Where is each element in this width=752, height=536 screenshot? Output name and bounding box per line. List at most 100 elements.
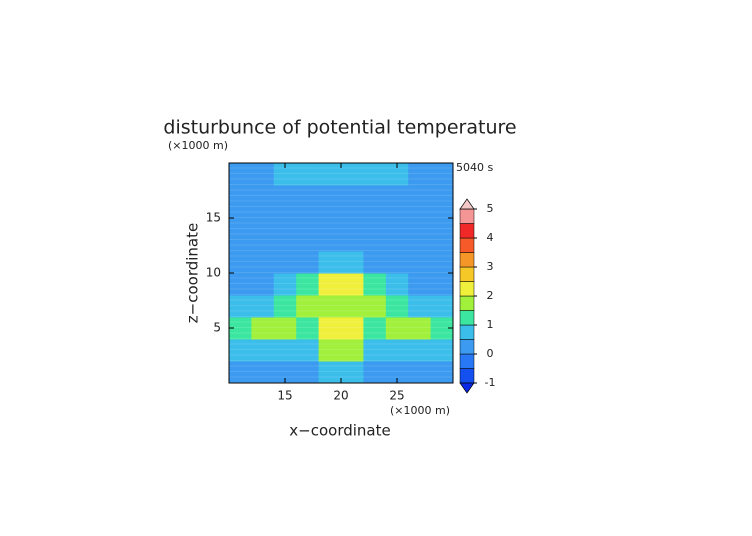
contour-cell [229,339,252,362]
contour-cell [296,207,320,230]
contour-cell [363,361,387,384]
contour-cell [430,317,454,340]
contour-cell [385,251,409,274]
colorbar-label: 2 [487,289,494,302]
contour-cell [318,339,342,362]
contour-cell [385,207,409,230]
colorbar-band [459,324,475,340]
x-tick-label: 15 [277,389,292,403]
contour-cell [430,251,454,274]
contour-cell [363,185,387,208]
chart-title: disturbunce of potential temperature [163,117,516,139]
contour-cell [229,207,252,230]
contour-cell [251,251,275,274]
contour-cell [318,185,342,208]
contour-cell [296,317,320,340]
colorbar-band [459,310,475,326]
colorbar-band [459,252,475,268]
contour-cell [273,163,297,186]
colorbar-band [459,295,475,311]
colorbar-band [459,339,475,355]
contour-cell [363,163,387,186]
contour-cell [385,163,409,186]
contour-cell [363,229,387,252]
contour-cell [273,251,297,274]
colorbar-under [459,382,475,394]
contour-cell [229,229,252,252]
contour-cell [341,251,364,274]
contour-cell [430,229,454,252]
contour-cell [273,295,297,318]
contour-cell [363,251,387,274]
colorbar-label: 1 [487,318,494,331]
contour-cell [430,207,454,230]
contour-cell [430,339,454,362]
contour-cell [229,251,252,274]
contour-cell [408,251,432,274]
x-axis-label: x−coordinate [289,422,390,440]
contour-cell [318,361,342,384]
contour-cell [318,295,342,318]
contour-cell [408,273,432,296]
contour-cell [251,273,275,296]
contour-cell [363,339,387,362]
contour-cell [251,163,275,186]
contour-cell [385,361,409,384]
contour-cell [385,273,409,296]
contour-cell [385,185,409,208]
colorbar-band [459,237,475,253]
contour-cell [273,361,297,384]
contour-cell [341,207,364,230]
colorbar-label: 4 [487,231,494,244]
colorbar-band [459,368,475,384]
contour-cell [296,185,320,208]
contour-cell [385,339,409,362]
colorbar-label: 5 [487,202,494,215]
contour-cell [229,273,252,296]
contour-cell [430,361,454,384]
colorbar-label: 3 [487,260,494,273]
contour-cell [229,295,252,318]
contour-cell [318,251,342,274]
contour-cell [251,339,275,362]
contour-cell [408,163,432,186]
contour-cell [296,229,320,252]
contour-cell [318,207,342,230]
contour-cell [363,317,387,340]
contour-cell [273,185,297,208]
contour-cell [296,361,320,384]
colorbar-band [459,223,475,239]
contour-cell [273,317,297,340]
x-tick-label: 25 [389,389,404,403]
contour-cell [273,229,297,252]
contour-cell [408,207,432,230]
contour-cell [341,295,364,318]
contour-cell [341,229,364,252]
colorbar-over [459,198,475,210]
contour-cell [408,361,432,384]
contour-cell [296,251,320,274]
contour-cell [408,185,432,208]
contour-cell [341,273,364,296]
contour-cell [296,163,320,186]
contour-cell [273,339,297,362]
contour-cell [341,185,364,208]
contour-cell [229,163,252,186]
contour-cell [296,339,320,362]
contour-cell [229,361,252,384]
contour-cell [318,273,342,296]
contour-cell [251,229,275,252]
contour-cell [341,317,364,340]
contour-cell [430,163,454,186]
colorbar-band [459,281,475,297]
contour-cell [408,229,432,252]
contour-cell [296,273,320,296]
contour-cell [430,295,454,318]
contour-cell [296,295,320,318]
x-tick-label: 20 [333,389,348,403]
contour-cell [251,295,275,318]
contour-cell [430,273,454,296]
contour-cell [251,185,275,208]
contour-cell [430,185,454,208]
contour-cell [273,207,297,230]
